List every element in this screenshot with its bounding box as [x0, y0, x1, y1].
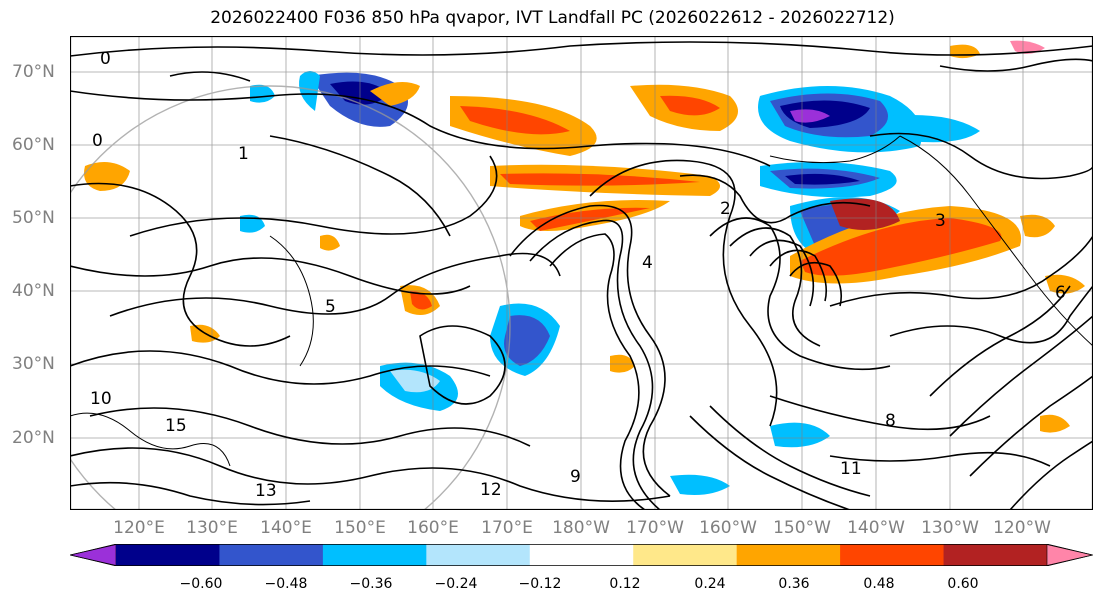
colorbar-tick: 0.48 [863, 576, 895, 592]
colorbar-outline [70, 544, 1093, 566]
lon-label-150w: 150°W [773, 518, 831, 538]
lon-label-170w: 170°W [626, 518, 684, 538]
contour-label: 0 [100, 49, 111, 69]
colorbar-segment [633, 544, 738, 566]
contour-label: 11 [840, 459, 862, 479]
colorbar-segment [840, 544, 945, 566]
contour-label: 5 [325, 297, 336, 317]
lon-label-120e: 120°E [113, 518, 165, 538]
contour-label: 12 [480, 480, 502, 500]
contour-label: 8 [885, 411, 896, 431]
colorbar-segment [736, 544, 841, 566]
lon-label-130w: 130°W [921, 518, 979, 538]
lat-label-70n: 70°N [12, 62, 55, 82]
colorbar-tick: −0.24 [434, 576, 478, 592]
lat-label-30n: 30°N [12, 354, 55, 374]
lon-label-160e: 160°E [407, 518, 459, 538]
lat-label-50n: 50°N [12, 208, 55, 228]
contour-label: 6 [1055, 283, 1066, 303]
colorbar-segment [426, 544, 531, 566]
contour-label: 15 [165, 416, 187, 436]
lon-label-150e: 150°E [334, 518, 386, 538]
map-panel: 0 0 1 2 3 4 5 6 8 9 10 11 12 13 15 [70, 36, 1093, 510]
lon-label-180w: 180°W [552, 518, 610, 538]
colorbar-segment [322, 544, 427, 566]
colorbar-extend-low [70, 544, 117, 566]
contour-label: 1 [238, 144, 249, 164]
lon-label-170e: 170°E [481, 518, 533, 538]
colorbar-tick: 0.36 [778, 576, 810, 592]
colorbar-segment [529, 544, 634, 566]
contour-label: 0 [92, 131, 103, 151]
qvapor-shading [84, 40, 1085, 495]
colorbar-segment [943, 544, 1048, 566]
contour-label: 4 [642, 253, 653, 273]
contour-label: 9 [570, 467, 581, 487]
lon-label-140w: 140°W [847, 518, 905, 538]
contour-label: 3 [935, 211, 946, 231]
contour-label: 2 [720, 199, 731, 219]
map-title: 2026022400 F036 850 hPa qvapor, IVT Land… [210, 8, 895, 28]
coastlines [70, 135, 1093, 467]
ivt-contours [70, 41, 1093, 510]
lat-label-40n: 40°N [12, 281, 55, 301]
contour-label: 13 [255, 481, 277, 501]
colorbar-segment [116, 544, 220, 566]
contour-labels: 0 0 1 2 3 4 5 6 8 9 10 11 12 13 15 [90, 49, 1066, 501]
colorbar-tick: 0.24 [694, 576, 726, 592]
colorbar-tick: −0.60 [179, 576, 223, 592]
colorbar-extend-high [1046, 544, 1093, 566]
lon-label-130e: 130°E [186, 518, 238, 538]
colorbar-segment [219, 544, 324, 566]
colorbar-tick: 0.12 [609, 576, 641, 592]
colorbar [70, 544, 1093, 566]
lon-label-120w: 120°W [993, 518, 1051, 538]
gridlines [70, 36, 1093, 510]
contour-label: 10 [90, 389, 112, 409]
colorbar-tick: −0.36 [349, 576, 393, 592]
lat-label-60n: 60°N [12, 135, 55, 155]
colorbar-tick: −0.48 [264, 576, 308, 592]
colorbar-tick: 0.60 [947, 576, 979, 592]
lon-label-160w: 160°W [699, 518, 757, 538]
lat-label-20n: 20°N [12, 428, 55, 448]
colorbar-tick: −0.12 [518, 576, 562, 592]
lon-label-140e: 140°E [260, 518, 312, 538]
